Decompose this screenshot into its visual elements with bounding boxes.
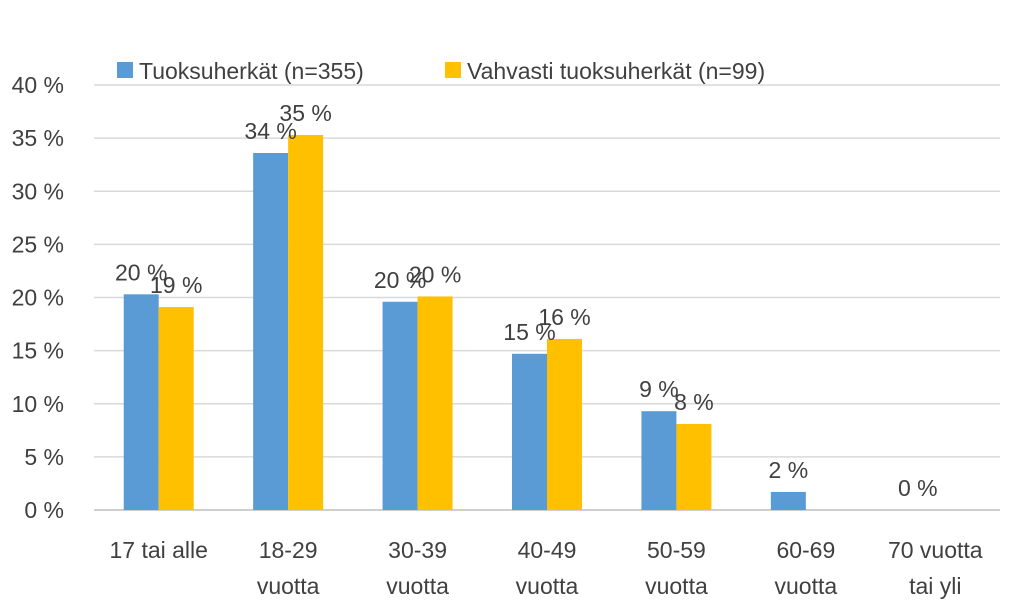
bar-tuoksuherkat xyxy=(123,294,159,510)
data-label: 8 % xyxy=(674,389,714,415)
data-label: 0 % xyxy=(898,475,938,501)
legend-label: Vahvasti tuoksuherkät (n=99) xyxy=(467,58,765,84)
y-tick-label: 35 % xyxy=(12,125,64,151)
bar-tuoksuherkat xyxy=(253,153,289,510)
x-tick-label: vuotta xyxy=(257,573,320,599)
x-tick-label: 30-39 xyxy=(388,537,447,563)
bar-tuoksuherkat xyxy=(641,411,677,510)
x-tick-label: vuotta xyxy=(775,573,838,599)
x-tick-label: vuotta xyxy=(645,573,708,599)
x-tick-label: 60-69 xyxy=(776,537,835,563)
bar-vahvasti-tuoksuherkat xyxy=(547,338,582,510)
y-tick-label: 20 % xyxy=(12,285,64,311)
legend: Tuoksuherkät (n=355) Vahvasti tuoksuherkä… xyxy=(117,58,765,84)
y-tick-label: 30 % xyxy=(12,178,64,204)
data-label: 15 % xyxy=(503,319,555,345)
y-tick-label: 5 % xyxy=(24,444,64,470)
data-label: 2 % xyxy=(769,457,809,483)
y-tick-label: 10 % xyxy=(12,391,64,417)
bar-vahvasti-tuoksuherkat xyxy=(158,307,194,510)
x-tick-label: vuotta xyxy=(386,573,449,599)
data-label: 34 % xyxy=(244,118,296,144)
data-label: 16 % xyxy=(538,304,590,330)
x-tick-label: tai yli xyxy=(909,573,961,599)
data-label: 20 % xyxy=(115,259,167,285)
x-tick-label: 50-59 xyxy=(647,537,706,563)
bar-vahvasti-tuoksuherkat xyxy=(676,423,712,510)
y-tick-label: 0 % xyxy=(24,497,64,523)
x-tick-label: 40-49 xyxy=(518,537,577,563)
legend-swatch xyxy=(117,62,133,78)
y-axis-tick-labels: 0 % 5 % 10 % 15 % 20 % 25 % 30 % 35 % 40 % xyxy=(12,72,64,523)
legend-swatch xyxy=(445,62,461,78)
data-label: 9 % xyxy=(639,376,679,402)
x-tick-label: 70 vuotta xyxy=(888,537,983,563)
bars xyxy=(123,134,806,510)
data-labels: 20 %19 %34 %35 %20 %20 %15 %16 %9 %8 %2 … xyxy=(115,100,938,501)
gridlines xyxy=(94,84,1000,511)
y-tick-label: 15 % xyxy=(12,338,64,364)
x-tick-label: 17 tai alle xyxy=(109,537,207,563)
legend-label: Tuoksuherkät (n=355) xyxy=(139,58,364,84)
bar-tuoksuherkat xyxy=(770,491,806,510)
bar-vahvasti-tuoksuherkat xyxy=(288,134,324,510)
bar-tuoksuherkat xyxy=(512,353,547,510)
x-tick-label: 18-29 xyxy=(259,537,318,563)
data-label: 20 % xyxy=(374,267,426,293)
data-label: 35 % xyxy=(279,100,331,126)
x-axis-tick-labels: 17 tai alle 18-29 vuotta 30-39 vuotta 40-49 vu… xyxy=(109,537,982,599)
y-tick-label: 40 % xyxy=(12,72,64,98)
data-label: 19 % xyxy=(150,272,202,298)
bar-tuoksuherkat xyxy=(382,301,418,510)
bar-vahvasti-tuoksuherkat xyxy=(417,296,453,510)
y-tick-label: 25 % xyxy=(12,231,64,257)
x-tick-label: vuotta xyxy=(516,573,579,599)
data-label: 20 % xyxy=(409,261,461,287)
